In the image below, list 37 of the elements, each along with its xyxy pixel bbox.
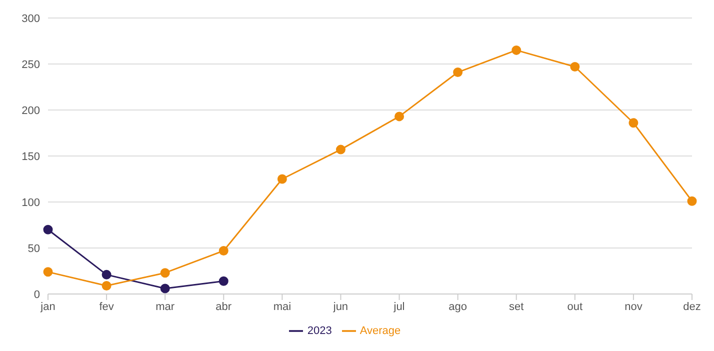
x-tick-label: mar — [156, 300, 175, 313]
x-tick-label: jan — [40, 300, 56, 313]
y-tick-label: 250 — [22, 58, 40, 71]
x-tick-label: nov — [624, 300, 643, 313]
point — [102, 280, 112, 290]
point — [102, 270, 112, 280]
point — [570, 62, 580, 72]
y-tick-label: 150 — [22, 150, 40, 163]
point — [218, 276, 228, 286]
x-tick-label: fev — [99, 300, 114, 313]
point — [394, 112, 404, 122]
point — [453, 68, 463, 78]
point — [43, 224, 53, 234]
x-tick-label: jul — [392, 300, 405, 313]
x-tick-label: abr — [216, 300, 232, 313]
point — [43, 267, 53, 277]
point — [512, 45, 522, 55]
point — [160, 268, 170, 278]
x-tick-label: mai — [273, 300, 292, 313]
x-tick-label: jun — [332, 300, 348, 313]
legend-label: Average — [360, 324, 401, 337]
x-tick-label: out — [567, 300, 583, 313]
y-tick-label: 100 — [22, 196, 40, 209]
y-tick-label: 50 — [28, 242, 40, 255]
point — [687, 196, 697, 206]
point — [160, 284, 170, 294]
x-tick-label: dez — [683, 300, 701, 313]
point — [218, 246, 228, 256]
x-tick-label: set — [509, 300, 524, 313]
point — [336, 144, 346, 154]
point — [628, 118, 638, 128]
x-tick-label: ago — [448, 300, 467, 313]
point — [277, 174, 287, 184]
legend-label: 2023 — [307, 324, 332, 337]
y-tick-label: 0 — [34, 288, 40, 301]
y-tick-label: 300 — [22, 12, 40, 25]
y-tick-label: 200 — [22, 104, 40, 117]
